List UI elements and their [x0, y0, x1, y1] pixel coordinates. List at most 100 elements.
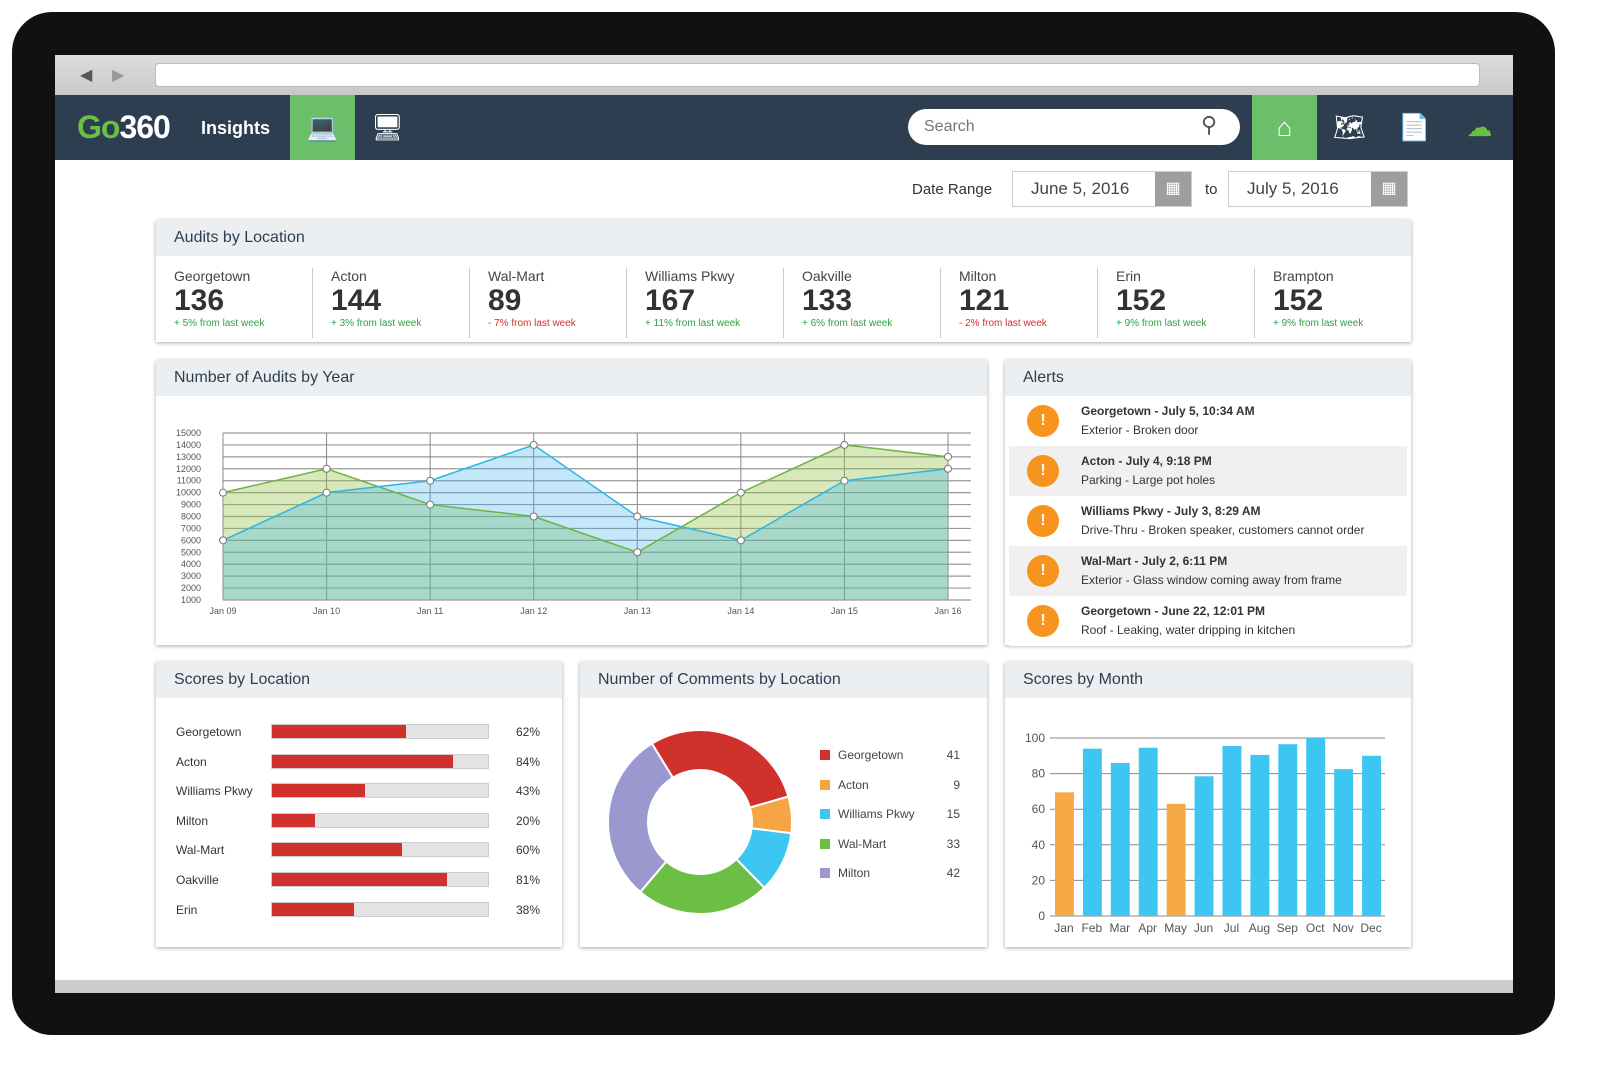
audit-count: 144: [331, 284, 382, 317]
score-row: Oakville 81%: [176, 872, 546, 903]
calendar-icon[interactable]: ▦: [1371, 172, 1407, 206]
bar: [1250, 754, 1270, 916]
audit-change: - 7% from last week: [488, 318, 576, 329]
date-range-label: Date Range: [912, 181, 993, 198]
legend-label: Georgetown: [838, 748, 904, 762]
alert-item[interactable]: ! Georgetown - July 5, 10:34 AM Exterior…: [1009, 396, 1407, 446]
bar: [1334, 769, 1354, 916]
y-tick-label: 8000: [181, 512, 201, 522]
score-location: Williams Pkwy: [176, 784, 253, 799]
x-tick-label: Jan: [1054, 921, 1073, 935]
y-tick-label: 10000: [176, 488, 201, 498]
audit-stat: Acton 144 + 3% from last week: [313, 268, 470, 338]
y-tick-label: 7000: [181, 523, 201, 533]
x-tick-label: Apr: [1138, 921, 1157, 935]
audit-count: 152: [1273, 284, 1324, 317]
series-area: [223, 444, 948, 600]
score-bar-track: [271, 872, 489, 887]
scores-by-month-card: Scores by Month 0 20 40 60 80 100 Jan Feb Mar Apr…: [1005, 662, 1411, 947]
y-tick-label: 15000: [176, 428, 201, 438]
score-location: Oakville: [176, 873, 219, 887]
calendar-icon[interactable]: ▦: [1155, 172, 1191, 206]
alert-detail: Exterior - Broken door: [1081, 423, 1199, 437]
comments-donut-chart: [607, 729, 793, 915]
alert-item[interactable]: ! Wal-Mart - July 2, 6:11 PM Exterior - …: [1009, 546, 1407, 596]
data-point: [426, 500, 435, 509]
score-bar-track: [271, 783, 489, 799]
search-input[interactable]: [908, 109, 1240, 145]
map-button[interactable]: 🗺: [1317, 95, 1382, 160]
score-row: Acton 84%: [176, 753, 546, 785]
audit-change: + 5% from last week: [174, 318, 265, 329]
data-point: [633, 548, 642, 557]
audit-count: 89: [488, 284, 522, 317]
x-tick-label: Jan 09: [209, 606, 236, 616]
data-point: [840, 440, 849, 449]
url-bar[interactable]: [155, 63, 1480, 87]
y-tick-label: 11000: [177, 476, 201, 486]
legend-item: Georgetown 41: [820, 748, 960, 768]
search-icon[interactable]: ⚲: [1201, 112, 1218, 137]
date-to-field[interactable]: July 5, 2016 ▦: [1228, 171, 1408, 207]
y-tick-label: 1000: [181, 595, 201, 605]
score-row: Williams Pkwy 43%: [176, 783, 546, 814]
score-row: Erin 38%: [176, 901, 546, 933]
legend-value: 15: [946, 807, 960, 822]
warning-icon: !: [1027, 555, 1059, 587]
score-row: Milton 20%: [176, 812, 546, 844]
x-tick-label: May: [1164, 921, 1187, 935]
warning-icon: !: [1027, 605, 1059, 637]
x-tick-label: Mar: [1109, 921, 1130, 935]
alert-item[interactable]: ! Acton - July 4, 9:18 PM Parking - Larg…: [1009, 446, 1407, 496]
bar: [1082, 748, 1102, 916]
score-bar-fill: [272, 843, 402, 857]
dashboard-tab[interactable]: 💻: [290, 95, 355, 160]
card-title: Alerts: [1005, 360, 1411, 396]
score-percent: 43%: [516, 784, 541, 799]
x-tick-label: Oct: [1306, 921, 1325, 935]
series-line: [222, 444, 949, 554]
bottom-bar: [55, 980, 1513, 993]
alert-item[interactable]: ! Georgetown - June 22, 12:01 PM Roof - …: [1009, 596, 1407, 646]
data-point: [944, 464, 952, 473]
x-tick-label: Feb: [1082, 921, 1103, 935]
bar: [1362, 755, 1381, 916]
screen: ◀ ▶ Go360 Insights 💻 🖥 ⚲ ⌂ 🗺 📄 ☁ Date Ra…: [55, 55, 1513, 993]
score-row: Wal-Mart 60%: [176, 842, 546, 873]
document-icon: 📄: [1398, 112, 1431, 142]
home-button[interactable]: ⌂: [1252, 95, 1317, 160]
x-tick-label: Dec: [1360, 921, 1381, 935]
score-bar-track: [271, 842, 489, 858]
location-name: Milton: [959, 268, 997, 284]
x-tick-label: Sep: [1277, 921, 1299, 935]
card-title: Audits by Location: [156, 220, 1411, 256]
score-percent: 60%: [516, 843, 541, 858]
alert-detail: Roof - Leaking, water dripping in kitche…: [1081, 623, 1296, 637]
top-nav: Go360 Insights 💻 🖥 ⚲ ⌂ 🗺 📄 ☁: [55, 95, 1513, 160]
data-point: [736, 536, 745, 545]
x-tick-label: Aug: [1249, 921, 1270, 935]
y-tick-label: 9000: [181, 500, 201, 510]
y-tick-label: 2000: [181, 583, 201, 593]
y-tick-label: 14000: [176, 440, 201, 450]
y-tick-label: 20: [1032, 873, 1046, 887]
cloud-button[interactable]: ☁: [1447, 95, 1512, 160]
x-tick-label: Jul: [1224, 921, 1239, 935]
alert-item[interactable]: ! Williams Pkwy - July 3, 8:29 AM Drive-…: [1009, 496, 1407, 546]
bar: [1055, 792, 1074, 916]
audit-change: + 9% from last week: [1273, 318, 1364, 329]
alert-detail: Drive-Thru - Broken speaker, customers c…: [1081, 523, 1365, 537]
reports-tab[interactable]: 🖥: [355, 95, 420, 160]
to-label: to: [1205, 181, 1218, 198]
y-tick-label: 100: [1025, 731, 1045, 745]
x-tick-label: Jun: [1194, 921, 1213, 935]
score-bar-fill: [272, 813, 316, 827]
scores-bar-chart: 0 20 40 60 80 100 Jan Feb Mar Apr May Jun Jul Aug Sep O…: [1025, 731, 1385, 935]
date-from-field[interactable]: June 5, 2016 ▦: [1012, 171, 1192, 207]
document-button[interactable]: 📄: [1382, 95, 1447, 160]
location-name: Acton: [331, 268, 367, 284]
forward-icon[interactable]: ▶: [112, 67, 125, 84]
legend-value: 42: [946, 866, 960, 881]
back-icon[interactable]: ◀: [80, 67, 93, 84]
